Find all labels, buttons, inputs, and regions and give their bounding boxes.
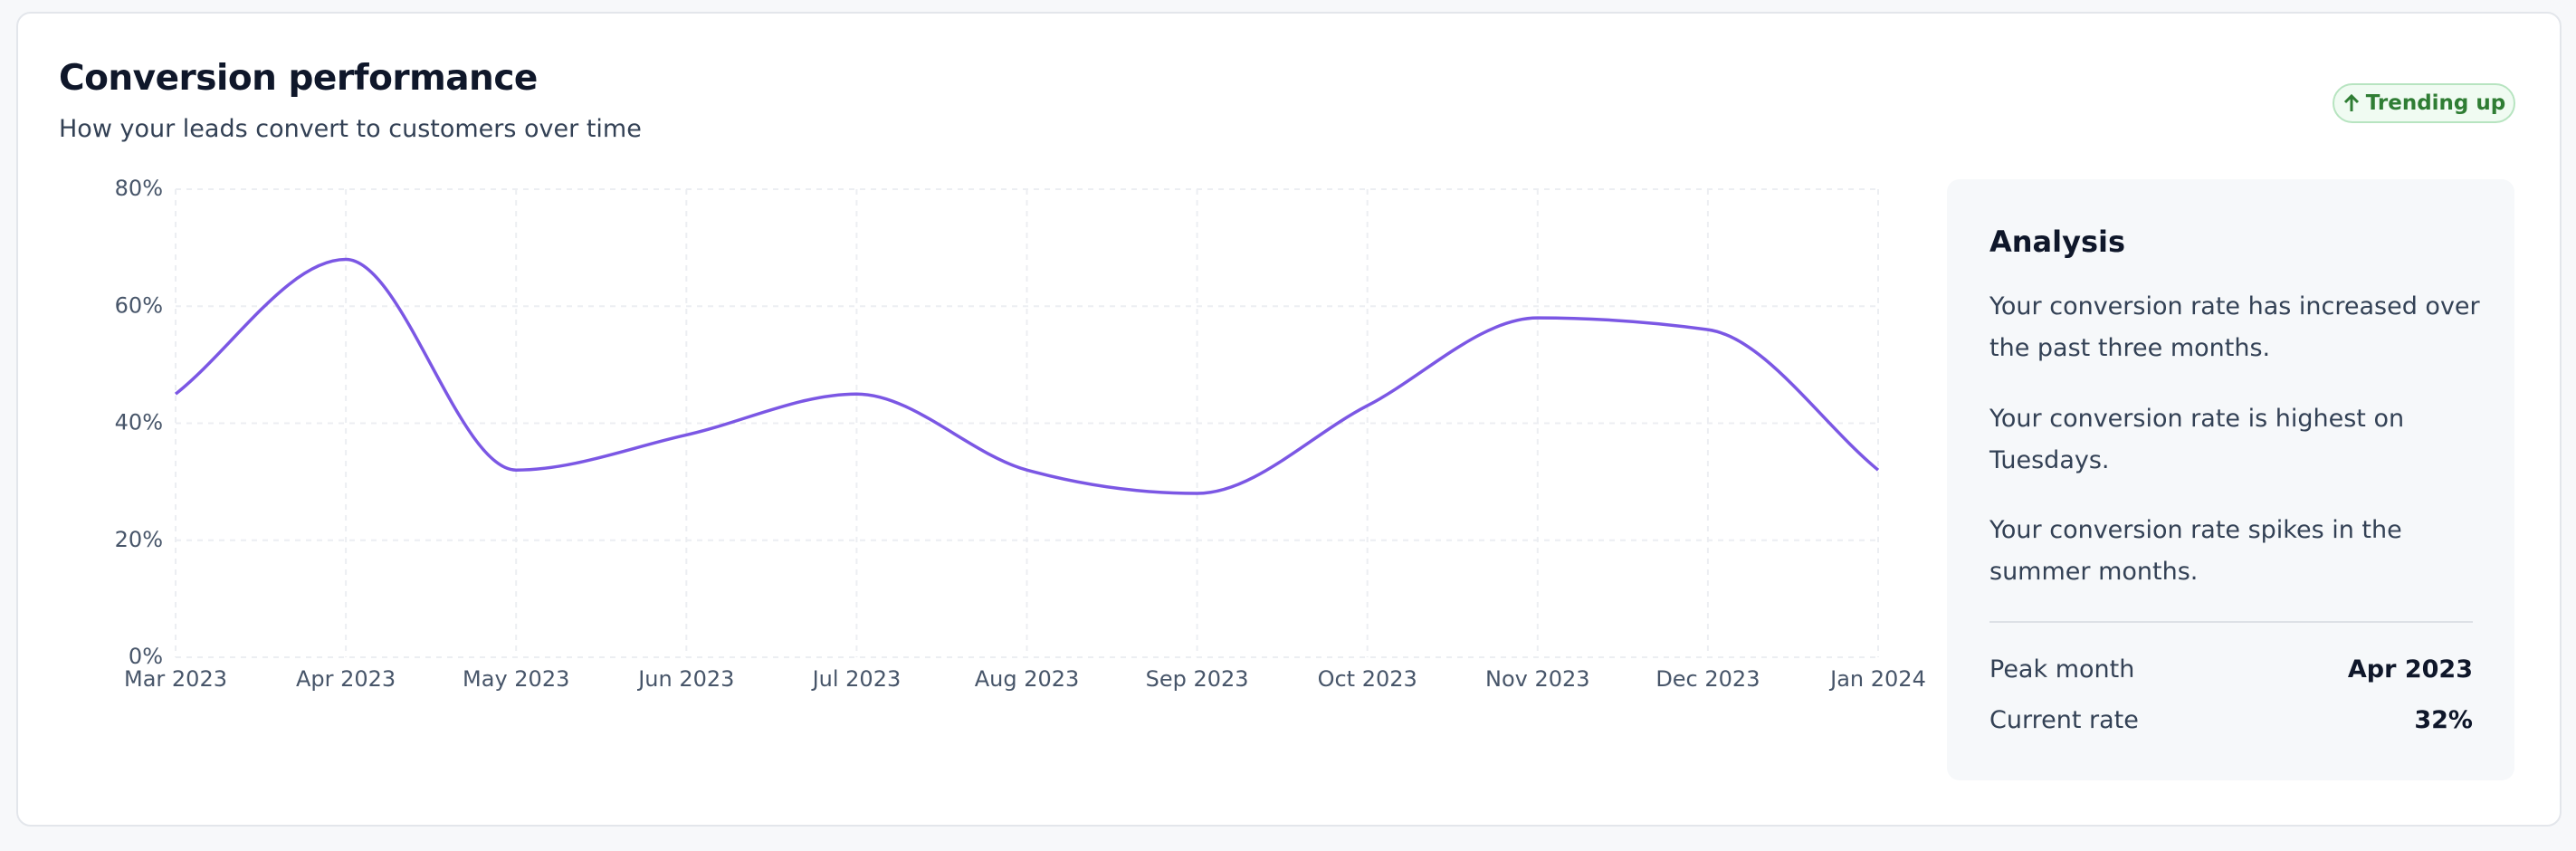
trend-badge: Trending up [2333,83,2515,123]
badge-text: Trending up [2365,91,2506,115]
x-tick-label: Jan 2024 [1828,666,1926,692]
x-tick-label: Sep 2023 [1146,666,1249,692]
x-tick-label: Apr 2023 [296,666,396,692]
x-tick-label: Oct 2023 [1318,666,1417,692]
x-tick-label: Nov 2023 [1485,666,1590,692]
arrow-icon [2343,93,2359,111]
analysis-line: Your conversion rate has increased over [1989,292,2480,320]
divider [1989,621,2473,623]
subtitle: How your leads convert to customers over… [59,115,642,143]
y-tick-label: 0% [129,644,163,669]
stat-label: Peak month [1989,655,2135,684]
x-tick-label: Mar 2023 [124,666,227,692]
x-tick-label: May 2023 [463,666,569,692]
stat-value: 32% [2414,706,2473,734]
y-tick-label: 40% [115,410,163,435]
x-tick-label: Jul 2023 [811,666,902,692]
y-tick-label: 60% [115,292,163,318]
stat-label: Current rate [1989,706,2139,734]
y-tick-label: 80% [115,176,163,201]
analysis-line: the past three months. [1989,334,2271,362]
title: Conversion performance [59,58,538,99]
x-tick-label: Jun 2023 [636,666,734,692]
analysis-line: Your conversion rate is highest on [1989,405,2405,433]
chart: 0% 20% 40% 60% 80% Mar 2023 Apr 2023 May 2023 Ju… [115,176,1926,692]
analysis-line: Tuesdays. [1989,446,2110,474]
analysis-line: Your conversion rate spikes in the [1989,516,2402,544]
analysis-title: Analysis [1989,225,2126,259]
x-tick-label: Aug 2023 [975,666,1080,692]
analysis-line: summer months. [1989,558,2199,586]
stat-value: Apr 2023 [2347,655,2473,684]
x-tick-label: Dec 2023 [1655,666,1760,692]
analysis-panel [1947,179,2514,780]
line [174,257,1880,495]
y-tick-label: 20% [115,527,163,552]
